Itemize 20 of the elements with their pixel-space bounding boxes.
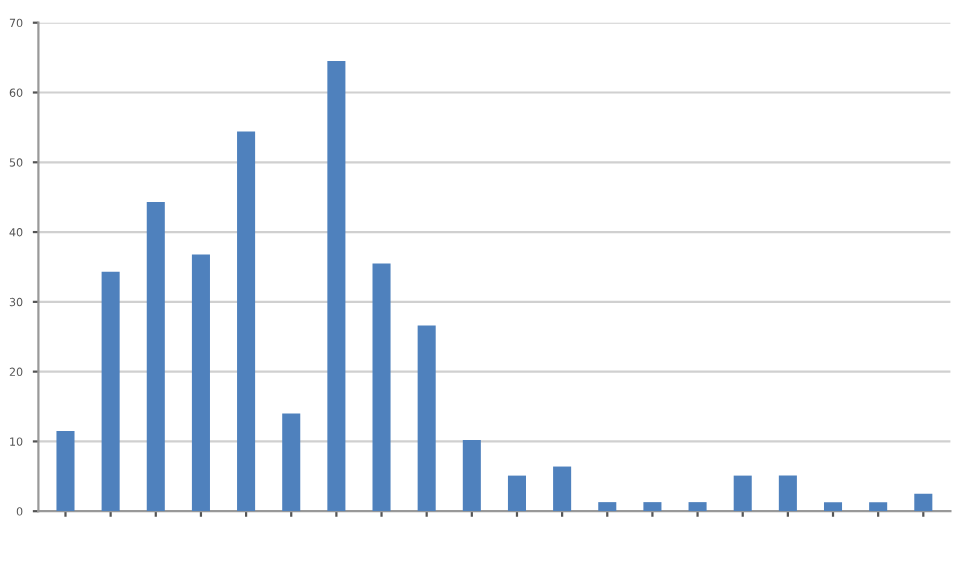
bar: [372, 263, 391, 512]
bar: [191, 254, 210, 512]
bar: [553, 466, 572, 512]
bar: [282, 413, 301, 512]
bar: [327, 61, 346, 512]
bar: [146, 202, 165, 512]
bar: [643, 502, 662, 512]
bar: [237, 131, 256, 512]
bar: [598, 502, 617, 512]
bar: [462, 440, 481, 512]
bar: [914, 493, 933, 512]
bar: [733, 475, 752, 512]
bar: [417, 325, 436, 512]
bar: [101, 271, 120, 512]
bar: [869, 502, 888, 512]
bar: [688, 502, 707, 512]
bar: [507, 475, 526, 512]
bar: [56, 430, 75, 512]
bar: [778, 475, 797, 512]
bar: [823, 502, 843, 512]
